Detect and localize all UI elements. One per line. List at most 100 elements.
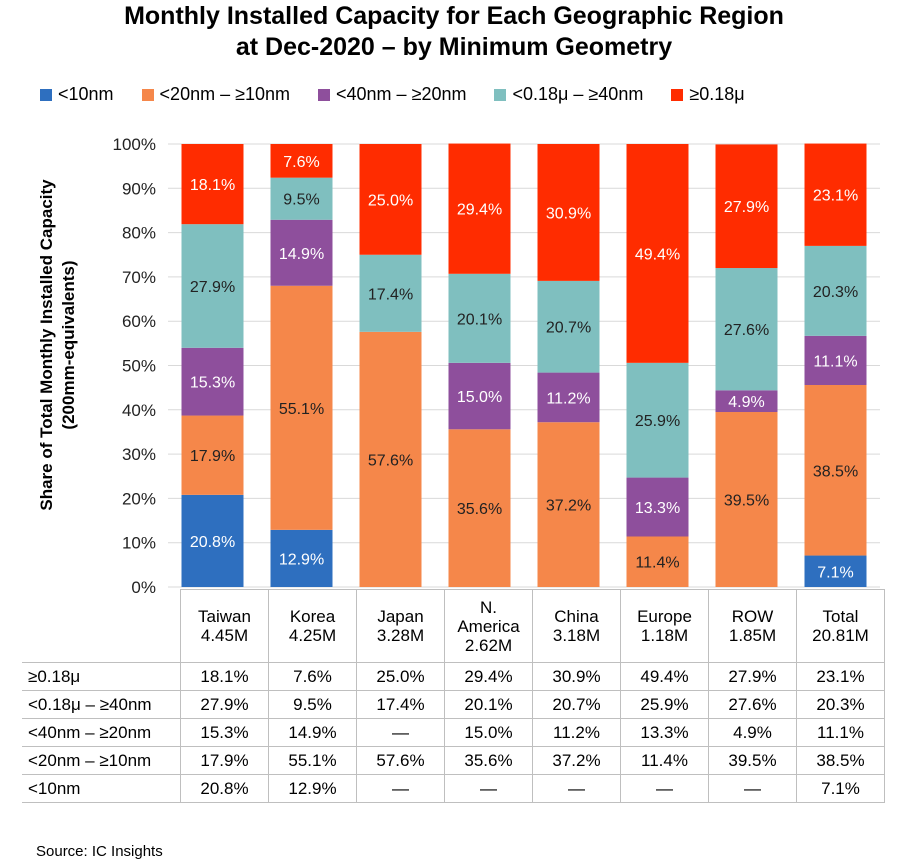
bar-segment <box>715 268 778 391</box>
table-cell: 37.2% <box>532 746 621 775</box>
bar-segment <box>715 144 778 269</box>
legend-item: <40nm – ≥20nm <box>318 84 466 105</box>
data-label: 37.2% <box>546 498 591 515</box>
row-header: <40nm – ≥20nm <box>22 718 181 747</box>
table-cell: 4.9% <box>708 718 797 747</box>
legend-label: <0.18μ – ≥40nm <box>512 84 644 104</box>
category-header-line: Total <box>822 607 859 626</box>
table-row: ≥0.18μ 18.1% 7.6% 25.0% 29.4% 30.9% 49.4% 27.9%… <box>22 662 885 691</box>
data-label: 57.6% <box>368 452 413 469</box>
table-cell: 9.5% <box>268 690 357 719</box>
bar-segment <box>181 144 244 225</box>
data-label: 17.4% <box>368 286 413 303</box>
category-header-line: 4.45M <box>200 626 249 645</box>
table-corner <box>22 590 181 663</box>
data-label: 27.6% <box>724 322 769 339</box>
legend-swatch <box>40 88 52 101</box>
table-cell: — <box>356 718 445 747</box>
category-header-line: 1.18M <box>640 626 689 645</box>
table-cell: 35.6% <box>444 746 533 775</box>
data-label: 17.9% <box>190 448 235 465</box>
table-cell: 49.4% <box>620 662 709 691</box>
table-cell: 30.9% <box>532 662 621 691</box>
category-header: Japan 3.28M <box>356 589 445 663</box>
category-header-line: Japan <box>377 607 424 626</box>
bar-segment <box>448 362 511 430</box>
chart-title: Monthly Installed Capacity for Each Geog… <box>124 2 784 30</box>
data-label: 11.1% <box>813 353 857 370</box>
legend-swatch <box>141 88 154 101</box>
bar-segment <box>626 477 689 537</box>
category-header-line: 2.62M <box>464 635 513 655</box>
table-cell: 23.1% <box>796 662 885 691</box>
bar-segment <box>626 144 689 363</box>
bar-segment <box>270 529 333 587</box>
data-label: 25.0% <box>368 192 413 209</box>
category-header: N. America 2.62M <box>444 589 533 663</box>
table-cell: 57.6% <box>356 746 445 775</box>
y-tick-label: 0% <box>131 578 156 597</box>
y-tick-label: 20% <box>122 489 156 508</box>
data-label: 27.9% <box>190 279 235 296</box>
bar-segment <box>270 144 333 178</box>
y-tick-label: 40% <box>122 401 156 420</box>
chart-subtitle: at Dec-2020 – by Minimum Geometry <box>235 33 673 61</box>
bar-segment <box>537 144 600 281</box>
data-label: 38.5% <box>813 463 858 480</box>
data-label: 23.1% <box>813 188 858 205</box>
bar-segment <box>359 331 422 587</box>
bar-segment <box>270 219 333 286</box>
source-note: Source: IC Insights <box>36 843 163 860</box>
bar-segment <box>715 390 778 413</box>
data-label: 11.2% <box>546 390 590 407</box>
table-cell: 25.9% <box>620 690 709 719</box>
y-tick-label: 100% <box>113 135 156 154</box>
bar-segment <box>181 494 244 587</box>
category-header: Korea 4.25M <box>268 589 357 663</box>
table-cell: 55.1% <box>268 746 357 775</box>
bar-segment <box>181 347 244 416</box>
bar-segment <box>359 254 422 332</box>
row-header: <0.18μ – ≥40nm <box>22 690 181 719</box>
category-header: Taiwan 4.45M <box>180 589 269 663</box>
data-label: 27.9% <box>724 199 769 216</box>
legend-item: <10nm <box>40 84 114 105</box>
table-row: <40nm – ≥20nm 15.3% 14.9% —15.0% 11.2% 13.3% 4… <box>22 718 885 747</box>
category-header-line: China <box>554 607 599 626</box>
table-cell: 15.0% <box>444 718 533 747</box>
legend-label: <40nm – ≥20nm <box>336 84 467 104</box>
category-header-line: Korea <box>289 607 336 626</box>
category-header-line: 3.28M <box>376 626 425 645</box>
table-cell: 11.1% <box>796 718 885 747</box>
stacked-bar-chart: 0% 10% 20% 30% 40% 50% 60% 70% 80% 90% 100% 20.8% 17… <box>113 135 880 597</box>
data-label: 11.4% <box>635 555 679 572</box>
table-cell: 11.2% <box>532 718 621 747</box>
table-cell: 20.3% <box>796 690 885 719</box>
data-label: 7.1% <box>817 564 853 581</box>
legend-item: <0.18μ – ≥40nm <box>494 84 643 105</box>
bar-segment <box>448 429 511 587</box>
table-cell: 18.1% <box>180 662 269 691</box>
data-label: 55.1% <box>279 401 324 418</box>
data-label: 35.6% <box>457 501 502 518</box>
table-row: <20nm – ≥10nm 17.9% 55.1% 57.6% 35.6% 37.2% 11… <box>22 746 885 775</box>
row-header: <20nm – ≥10nm <box>22 746 181 775</box>
data-label: 4.9% <box>728 394 764 411</box>
table-cell: 11.4% <box>620 746 709 775</box>
table-cell: 27.9% <box>180 690 269 719</box>
table-cell: 38.5% <box>796 746 885 775</box>
bar-segment <box>626 536 689 587</box>
table-cell: 15.3% <box>180 718 269 747</box>
table-row: <0.18μ – ≥40nm 27.9% 9.5% 17.4% 20.1% 20.7% 25… <box>22 690 885 719</box>
legend-item: ≥0.18μ <box>671 84 745 105</box>
table-cell: 27.6% <box>708 690 797 719</box>
table-cell: 25.0% <box>356 662 445 691</box>
category-header-line: 20.81M <box>812 626 869 645</box>
bar-segment <box>804 245 867 336</box>
table-cell: 20.1% <box>444 690 533 719</box>
bar-segment <box>181 415 244 495</box>
bar-segment <box>270 177 333 220</box>
y-tick-label: 50% <box>122 357 156 376</box>
category-header-line: 1.85M <box>728 626 777 645</box>
bar-segment <box>359 144 422 255</box>
